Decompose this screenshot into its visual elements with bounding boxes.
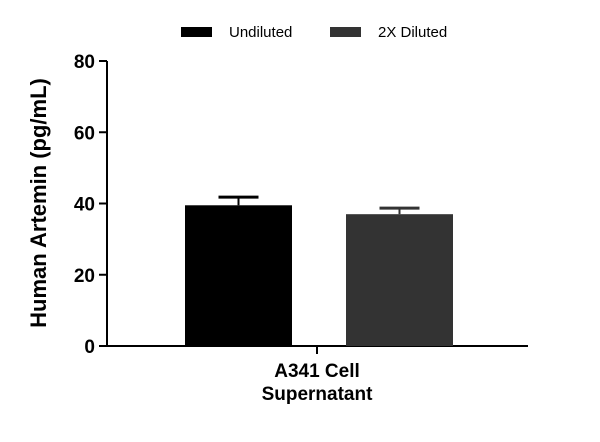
category-label-line: A341 Cell bbox=[274, 361, 360, 382]
category-label-line: Supernatant bbox=[262, 384, 374, 405]
y-tick-label: 60 bbox=[74, 123, 95, 144]
legend: Undiluted 2X Diluted bbox=[181, 24, 447, 41]
y-tick-label: 0 bbox=[84, 337, 95, 358]
y-tick-label: 20 bbox=[74, 266, 95, 287]
y-axis: 0 20 40 60 80 bbox=[74, 52, 108, 358]
bar-undiluted bbox=[185, 205, 292, 346]
legend-swatch bbox=[330, 27, 361, 37]
bar-2x-diluted bbox=[346, 214, 453, 346]
category-label: A341 Cell Supernatant bbox=[262, 361, 374, 405]
y-tick-label: 40 bbox=[74, 195, 95, 216]
y-axis-label: Human Artemin (pg/mL) bbox=[26, 78, 51, 328]
legend-swatch bbox=[181, 27, 212, 37]
y-tick-label: 80 bbox=[74, 52, 95, 73]
legend-label: Undiluted bbox=[229, 24, 292, 41]
legend-label: 2X Diluted bbox=[378, 24, 447, 41]
bars bbox=[185, 195, 453, 346]
x-axis bbox=[106, 345, 528, 354]
